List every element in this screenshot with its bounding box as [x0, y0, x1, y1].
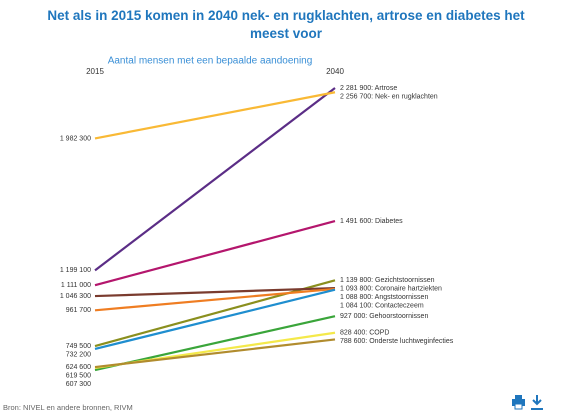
download-icon[interactable]	[531, 395, 543, 410]
start-label: 961 700	[66, 307, 91, 314]
start-label: 607 300	[66, 381, 91, 388]
end-label: 2 281 900: Artrose	[340, 85, 397, 92]
slope-line	[94, 288, 336, 351]
start-label: 624 600	[66, 364, 91, 371]
slope-line	[94, 220, 336, 287]
end-label: 927 000: Gehoorstoornissen	[340, 313, 428, 320]
end-label: 828 400: COPD	[340, 330, 389, 337]
source: Bron: NIVEL en andere bronnen, RIVM	[3, 403, 133, 412]
start-label: 732 200	[66, 351, 91, 358]
slope-line	[94, 338, 336, 369]
title-line: Net als in 2015 komen in 2040 nek- en ru…	[47, 8, 525, 23]
end-label: 788 600: Onderste luchtweginfecties	[340, 338, 454, 345]
start-label: 619 500	[66, 372, 91, 379]
chart-title: Net als in 2015 komen in 2040 nek- en ru…	[47, 8, 525, 41]
end-label: 1 084 100: Contacteczeem	[340, 303, 424, 310]
end-label: 1 093 800: Coronaire hartziekten	[340, 286, 442, 293]
end-label: 1 088 800: Angststoornissen	[340, 294, 428, 301]
end-label: 1 139 800: Gezichtstoornissen	[340, 277, 435, 284]
slope-line	[94, 279, 336, 348]
print-icon[interactable]	[512, 395, 525, 410]
start-label: 1 199 100	[60, 267, 91, 274]
start-label: 1 046 300	[60, 293, 91, 300]
end-label: 2 256 700: Nek- en rugklachten	[340, 93, 438, 100]
slope-line	[94, 87, 336, 272]
start-label: 1 982 300	[60, 135, 91, 142]
slope-line	[94, 287, 336, 312]
title-line: meest voor	[250, 26, 323, 41]
slope-line	[94, 286, 336, 298]
start-label: 1 111 000	[61, 282, 91, 289]
x-label: 2015	[86, 67, 104, 76]
end-label: 1 491 600: Diabetes	[340, 218, 403, 225]
x-label: 2040	[326, 67, 344, 76]
start-label: 749 500	[66, 343, 91, 350]
subtitle: Aantal mensen met een bepaalde aandoenin…	[108, 56, 313, 67]
slope-line	[94, 91, 336, 140]
